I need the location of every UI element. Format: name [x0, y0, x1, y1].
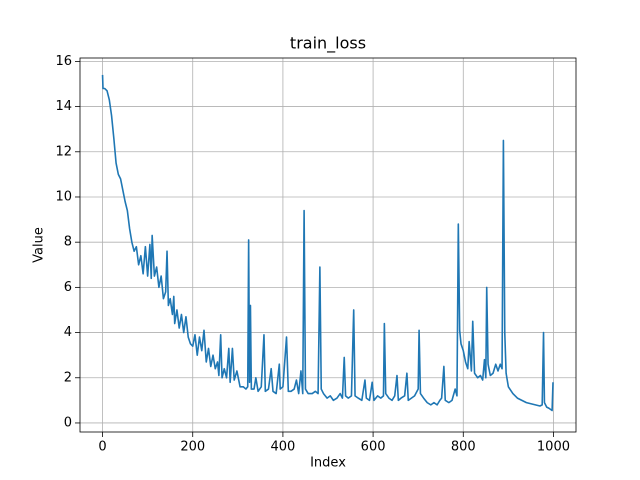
- x-tick-label: 200: [180, 440, 205, 455]
- y-tick-label: 10: [55, 189, 72, 204]
- loss-line: [101, 74, 554, 412]
- y-tick-label: 6: [64, 280, 72, 295]
- y-tick-label: 0: [64, 415, 72, 430]
- x-tick-label: 800: [451, 440, 476, 455]
- x-tick-label: 1000: [537, 440, 570, 455]
- y-tick-label: 16: [55, 54, 72, 69]
- x-tick-label: 600: [361, 440, 386, 455]
- y-tick-label: 14: [55, 99, 72, 114]
- y-tick-label: 2: [64, 370, 72, 385]
- y-tick-label: 12: [55, 144, 72, 159]
- y-tick-label: 8: [64, 235, 72, 250]
- plot-frame: [79, 57, 577, 433]
- chart-title: train_loss: [290, 34, 366, 54]
- y-tick-label: 4: [64, 325, 72, 340]
- x-tick-label: 0: [98, 440, 106, 455]
- x-tick-label: 400: [270, 440, 295, 455]
- y-axis-label: Value: [32, 227, 47, 263]
- x-axis-label: Index: [310, 456, 346, 471]
